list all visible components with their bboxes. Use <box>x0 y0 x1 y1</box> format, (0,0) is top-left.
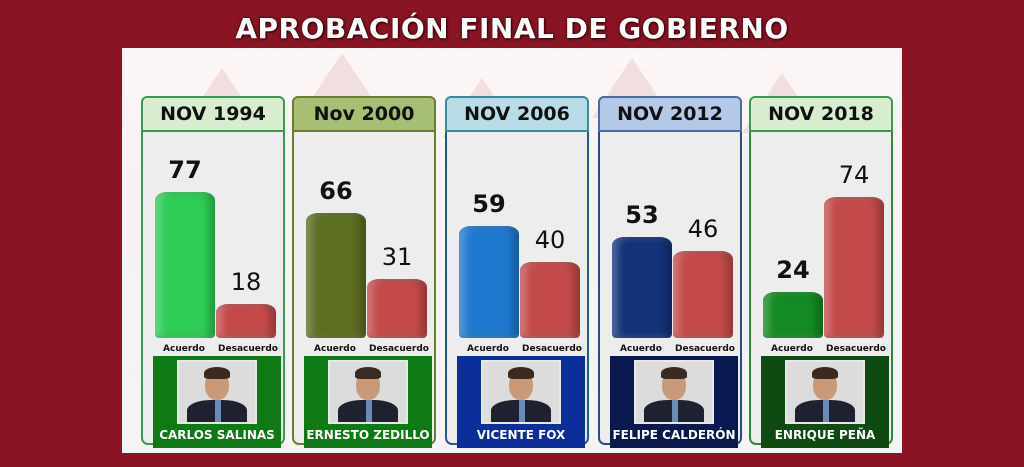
president-portrait-icon <box>634 360 714 424</box>
portrait-hair <box>355 367 381 379</box>
chart-column: Nov 2000 66 31 Acuerdo Desacuerdo ERNESTO ZED… <box>292 96 436 448</box>
bar-desacuerdo <box>216 303 276 338</box>
bar-label-desacuerdo: Desacuerdo <box>675 344 735 354</box>
bar-desacuerdo <box>520 262 580 338</box>
president-portrait-icon <box>785 360 865 424</box>
portrait-tie <box>519 400 525 422</box>
value-label-acuerdo: 24 <box>776 256 810 285</box>
portrait-tie <box>366 400 372 422</box>
president-card: CARLOS SALINAS <box>153 356 281 448</box>
category-header: NOV 1994 <box>141 96 285 132</box>
president-card: ERNESTO ZEDILLO <box>304 356 432 448</box>
bar-acuerdo <box>306 212 366 338</box>
bar-acuerdo <box>155 191 215 338</box>
president-portrait-icon <box>177 360 257 424</box>
president-name: CARLOS SALINAS <box>159 428 275 442</box>
value-label-desacuerdo: 74 <box>838 161 870 190</box>
president-card: VICENTE FOX <box>457 356 585 448</box>
bar-label-desacuerdo: Desacuerdo <box>522 344 582 354</box>
portrait-tie <box>215 400 221 422</box>
bar-label-acuerdo: Acuerdo <box>771 344 813 354</box>
category-header: NOV 2006 <box>445 96 589 132</box>
value-label-desacuerdo: 18 <box>230 267 262 296</box>
bar-label-desacuerdo: Desacuerdo <box>369 344 429 354</box>
president-name: FELIPE CALDERÓN <box>612 428 736 442</box>
value-label-desacuerdo: 46 <box>687 214 719 243</box>
bar-label-acuerdo: Acuerdo <box>314 344 356 354</box>
bar-acuerdo <box>612 237 672 338</box>
bar-label-desacuerdo: Desacuerdo <box>826 344 886 354</box>
portrait-tie <box>672 400 678 422</box>
category-header: NOV 2012 <box>598 96 742 132</box>
chart-column: NOV 2018 24 74 Acuerdo Desacuerdo ENRIQUE PEÑ… <box>749 96 893 448</box>
category-header: Nov 2000 <box>292 96 436 132</box>
value-label-acuerdo: 66 <box>319 176 353 205</box>
portrait-tie <box>823 400 829 422</box>
chart-column: NOV 2012 53 46 Acuerdo Desacuerdo FELIPE CALD… <box>598 96 742 448</box>
bar-desacuerdo <box>367 279 427 338</box>
chart-title: APROBACIÓN FINAL DE GOBIERNO <box>235 12 789 45</box>
portrait-hair <box>508 367 534 379</box>
president-name: ERNESTO ZEDILLO <box>306 428 430 442</box>
president-name: VICENTE FOX <box>476 428 566 442</box>
portrait-hair <box>661 367 687 379</box>
portrait-hair <box>204 367 230 379</box>
portrait-hair <box>812 367 838 379</box>
president-card: ENRIQUE PEÑA <box>761 356 889 448</box>
bar-acuerdo <box>459 225 519 338</box>
bar-label-acuerdo: Acuerdo <box>163 344 205 354</box>
bar-acuerdo <box>763 292 823 338</box>
chart-column: NOV 2006 59 40 Acuerdo Desacuerdo VICENTE FOX <box>445 96 589 448</box>
value-label-acuerdo: 77 <box>168 155 202 184</box>
value-label-acuerdo: 53 <box>625 201 659 230</box>
value-label-desacuerdo: 31 <box>381 243 413 272</box>
bar-desacuerdo <box>673 250 733 338</box>
category-header: NOV 2018 <box>749 96 893 132</box>
bar-label-acuerdo: Acuerdo <box>467 344 509 354</box>
president-card: FELIPE CALDERÓN <box>610 356 738 448</box>
president-name: ENRIQUE PEÑA <box>774 428 876 442</box>
value-label-acuerdo: 59 <box>472 189 506 218</box>
president-portrait-icon <box>481 360 561 424</box>
value-label-desacuerdo: 40 <box>534 226 566 254</box>
chart-column: NOV 1994 77 18 Acuerdo Desacuerdo CARLOS SALI… <box>141 96 285 448</box>
bar-desacuerdo <box>824 197 884 338</box>
bar-label-acuerdo: Acuerdo <box>620 344 662 354</box>
president-portrait-icon <box>328 360 408 424</box>
bar-label-desacuerdo: Desacuerdo <box>218 344 278 354</box>
